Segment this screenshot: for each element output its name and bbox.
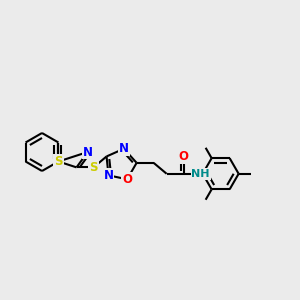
Text: N: N [83, 146, 93, 158]
Text: NH: NH [191, 169, 210, 179]
Text: N: N [119, 142, 129, 155]
Text: O: O [178, 150, 189, 163]
Text: N: N [103, 169, 113, 182]
Text: S: S [54, 155, 63, 168]
Text: O: O [122, 173, 132, 186]
Text: S: S [89, 161, 98, 174]
